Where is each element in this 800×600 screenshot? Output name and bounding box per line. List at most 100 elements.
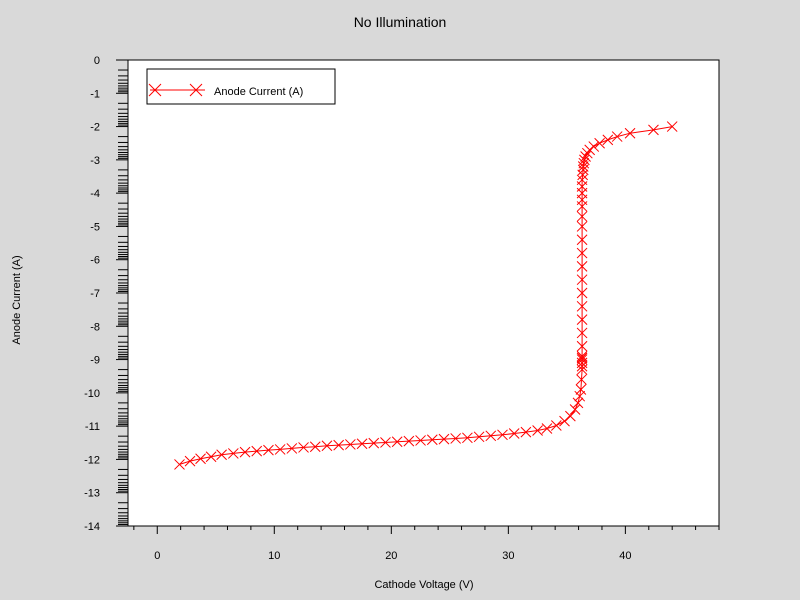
data-point [438, 433, 450, 445]
data-point [298, 442, 309, 453]
data-point [321, 440, 333, 452]
data-point [274, 444, 286, 455]
y-axis-label: Anode Current (A) [11, 255, 23, 344]
data-point [227, 448, 239, 459]
x-tick-label: 40 [619, 550, 631, 562]
x-axis-label: Cathode Voltage (V) [374, 579, 473, 591]
data-point [345, 439, 356, 450]
data-point [579, 154, 590, 166]
y-tick-label: -7 [90, 288, 100, 300]
data-point [184, 455, 196, 467]
data-point [611, 131, 623, 142]
y-tick-label: -9 [90, 355, 100, 367]
data-point [426, 434, 438, 446]
data-point [576, 287, 588, 299]
data-point [576, 247, 588, 259]
legend-box [146, 68, 336, 105]
y-tick-label: -14 [84, 521, 100, 533]
data-point [588, 141, 600, 152]
data-point [532, 425, 543, 436]
data-point [550, 420, 562, 431]
data-point [584, 144, 596, 156]
y-tick-label: -1 [90, 88, 100, 100]
y-tick-label: -12 [84, 454, 100, 466]
data-point [576, 327, 588, 339]
data-point [576, 221, 588, 232]
data-point [576, 354, 588, 365]
data-point [576, 211, 588, 222]
data-point [462, 432, 473, 444]
data-point [195, 453, 206, 465]
data-point [569, 404, 581, 415]
data-point [576, 374, 587, 385]
data-point [541, 423, 553, 434]
plot-area [127, 59, 720, 527]
data-point [624, 127, 636, 139]
data-point [578, 157, 590, 169]
x-axis: 0 10 20 30 40 [133, 526, 720, 562]
y-tick-label: -3 [90, 155, 100, 167]
data-point [391, 436, 403, 448]
data-point [497, 429, 508, 441]
data-point [576, 261, 588, 272]
data-point [576, 300, 588, 312]
y-tick-label: -4 [90, 188, 100, 200]
data-point [205, 451, 217, 463]
data-point [368, 437, 380, 449]
data-point [572, 397, 584, 409]
data-point [602, 134, 614, 146]
chart-title: No Illumination [354, 14, 447, 30]
data-point [559, 415, 570, 427]
data-point [174, 459, 185, 470]
legend: Anode Current (A) [146, 68, 336, 105]
y-tick-label: -8 [90, 321, 100, 333]
data-point [666, 121, 678, 132]
data-point [576, 174, 588, 186]
data-point [576, 352, 588, 364]
data-point [520, 426, 532, 438]
data-point [380, 437, 391, 448]
data-point [576, 274, 588, 286]
x-tick-label: 0 [154, 550, 160, 562]
data-point [216, 449, 227, 461]
data-point [333, 439, 345, 451]
data-point [309, 441, 321, 453]
legend-marker-x [148, 83, 162, 97]
data-point [594, 137, 605, 149]
legend-marker-x [189, 83, 203, 97]
y-tick-label: 0 [94, 55, 100, 67]
y-axis: 0 -1 -2 -3 -4 -5 -6 -7 -8 -9 -10 -11 -12 -13 -14 [84, 55, 128, 533]
data-point [577, 169, 589, 181]
data-point [574, 390, 586, 402]
y-tick-label: -5 [90, 221, 100, 233]
data-point [576, 234, 588, 246]
data-point [473, 431, 485, 443]
data-point [577, 161, 589, 172]
legend-label: Anode Current (A) [214, 86, 303, 98]
data-point [576, 314, 588, 325]
y-tick-label: -13 [84, 488, 100, 500]
data-point [576, 350, 588, 362]
data-point [239, 446, 251, 458]
data-point [403, 435, 415, 447]
x-tick-label: 30 [502, 550, 514, 562]
data-point [263, 444, 274, 456]
x-tick-label: 10 [268, 550, 280, 562]
data-point [580, 151, 591, 162]
data-point [575, 384, 587, 395]
data-point [485, 430, 497, 442]
y-tick-label: -6 [90, 255, 100, 267]
data-point [648, 124, 659, 136]
data-point [356, 438, 368, 450]
data-point [286, 443, 298, 454]
y-tick-label: -11 [85, 421, 100, 433]
data-point [251, 445, 263, 457]
x-tick-label: 20 [385, 550, 397, 562]
data-point [565, 410, 576, 422]
y-tick-label: -2 [90, 122, 100, 134]
legend-marker [148, 83, 203, 97]
y-tick-label: -10 [84, 388, 100, 400]
data-point [508, 428, 520, 439]
data-point [450, 433, 462, 444]
